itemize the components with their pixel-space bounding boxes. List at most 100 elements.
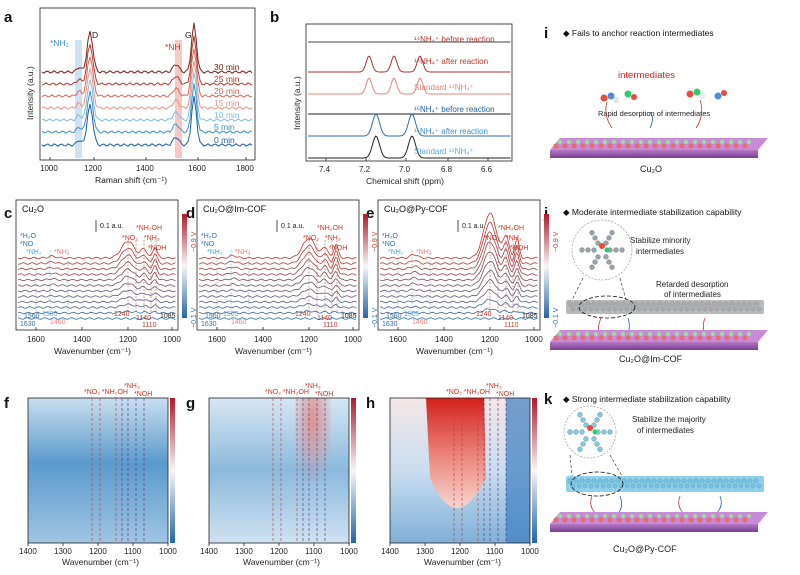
layer-atom [714,483,720,489]
atom [634,335,640,341]
cof-layer-k [566,471,764,497]
heatmap-xlabel: Wavenumber (cm⁻¹) [424,557,501,567]
heatmap-body [28,398,168,543]
atom [576,514,580,518]
panel-i-title: ◆ Fails to anchor reaction intermediates [563,28,714,38]
x-tick-label: 1400 [254,335,272,344]
atom [567,140,571,144]
x-tick-label: 1200 [300,335,318,344]
panel-letter-g: g [186,395,195,412]
species-nh2oh: *NH₂OH [136,225,162,232]
cof-atom [583,436,589,442]
x-tick-label: 6.6 [481,165,493,174]
x-tick-label: 1100 [124,547,142,556]
ir-trace [17,310,176,315]
ir-trace [17,275,176,287]
heatmap-h: *NO₂ *NH₂OH*NH₃*NOH 1400 1300 1200 1100 1000 W… [381,383,539,567]
heatmap-colorbar [170,398,175,543]
layer-atom [615,301,621,307]
x-tick-label: 7.2 [359,165,371,174]
atom [630,514,634,518]
heatmap-colorbar [351,398,356,543]
atom [733,143,739,149]
ir-panel-c: Cu₂O 0.1 a.u. −0.9 V −0.1 V *H₂O*NO*NH₂ *NH₄ *… [15,199,198,356]
raman-trace [41,22,253,74]
x-tick-label: 1200 [84,164,102,173]
species-no: *NO [382,241,396,248]
cof-atom [619,247,625,253]
layer-atom [726,306,732,312]
layer-atom [717,478,723,484]
atom [679,143,685,149]
layer-atom [648,306,654,312]
ir-trace [17,289,176,298]
atom [598,517,604,523]
atom [670,335,676,341]
x-tick-label: 1200 [119,335,137,344]
layer-atom [636,483,642,489]
layer-atom [672,306,678,312]
cof-atom [597,446,603,452]
atom [666,140,670,144]
panel-j-stabilize: Stabilize minority [630,236,690,245]
layer-atom [693,478,699,484]
adsorbed-molecule [587,425,593,431]
atom [580,335,586,341]
atom [594,140,598,144]
atom [621,514,625,518]
atom [639,332,643,336]
panel-k-schematic: ◆ Strong intermediate stabilization capa… [550,394,768,554]
layer-atom [663,478,669,484]
atom [670,143,676,149]
ir-trace [379,317,538,320]
atom [634,143,640,149]
panel-letter-b: b [270,9,279,26]
peak-nh: *NH [165,42,181,52]
ir-trace [17,268,176,282]
panel-letter-a: a [4,9,13,26]
panel-letter-f: f [4,395,10,412]
cof-molecule-j [571,219,633,281]
layer-atom [666,483,672,489]
layer-atom [747,478,753,484]
atom [652,335,658,341]
layer-atom [687,301,693,307]
heatmap-hotspot [295,398,331,508]
atom [675,140,679,144]
atom [729,140,733,144]
x-tick-label: 1000 [340,547,358,556]
species-no: *NO [20,241,34,248]
raman-trace [41,61,253,110]
atom [675,514,679,518]
ir-trace [17,303,176,309]
cof-atom [592,235,598,241]
atom [598,143,604,149]
wn-label: 1560 [24,313,40,320]
peak-g: G [185,30,192,40]
layer-atom [576,483,582,489]
heatmap-label-noh: *NOH [496,391,514,398]
layer-atom [648,483,654,489]
x-tick-label: 1600 [389,335,407,344]
layer-atom [675,301,681,307]
panel-i-schematic: ◆ Fails to anchor reaction intermediates… [550,28,768,174]
atom [679,335,685,341]
layer-atom [621,478,627,484]
atom [585,332,589,336]
atom [706,335,712,341]
panel-j-material: Cu₂O@Im-COF [619,354,683,364]
layer-atom [603,478,609,484]
species-noh: *NOH [329,245,347,252]
atom [688,517,694,523]
voltage-bottom: −0.1 V [372,307,379,328]
atom [612,332,616,336]
atom [562,517,568,523]
ir-trace [198,274,357,287]
atom [652,143,658,149]
heatmap-colorbar [532,398,537,543]
time-label: 30 min [214,62,240,72]
heatmap-label-no2: *NO₂ *NH₂OH [265,389,309,396]
layer-atom [684,483,690,489]
wn-label: 1630 [201,321,217,328]
atom [693,332,697,336]
